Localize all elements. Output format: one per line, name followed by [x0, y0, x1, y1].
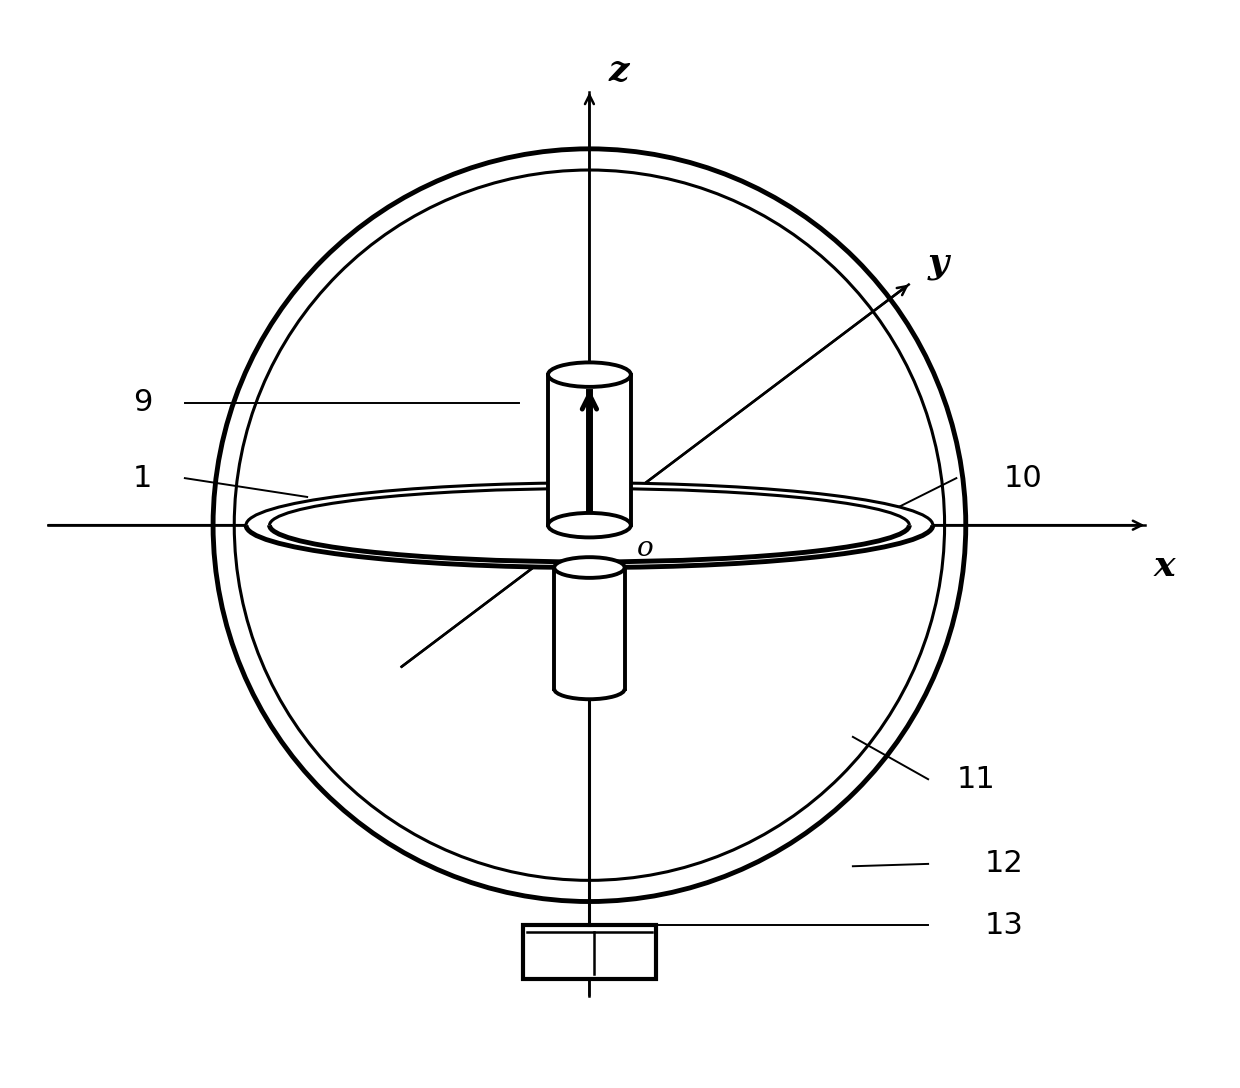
Text: z: z	[609, 53, 629, 88]
Bar	[548, 374, 631, 526]
Text: 11: 11	[956, 765, 996, 794]
Text: 12: 12	[985, 850, 1023, 878]
Bar	[554, 568, 625, 700]
Ellipse shape	[548, 512, 631, 537]
Text: o: o	[636, 534, 653, 561]
Ellipse shape	[246, 483, 932, 568]
Text: 13: 13	[985, 911, 1023, 940]
Text: x: x	[1154, 548, 1176, 583]
Ellipse shape	[554, 557, 625, 578]
Text: 1: 1	[133, 463, 153, 493]
Text: y: y	[928, 246, 949, 280]
Ellipse shape	[548, 362, 631, 387]
Bar	[522, 925, 656, 979]
Text: 10: 10	[1003, 463, 1042, 493]
Text: 9: 9	[133, 388, 153, 418]
